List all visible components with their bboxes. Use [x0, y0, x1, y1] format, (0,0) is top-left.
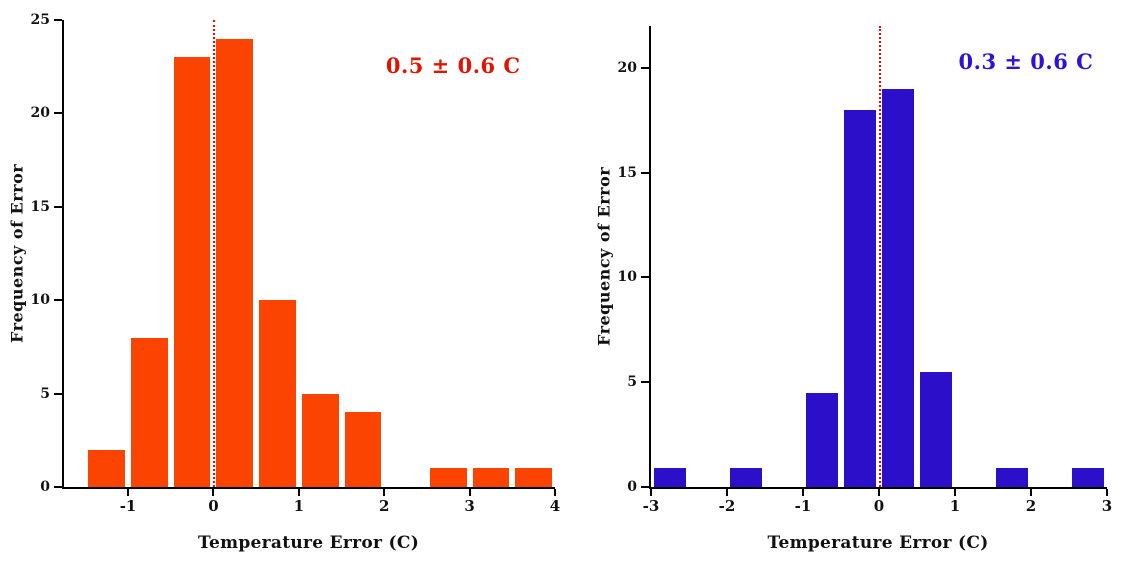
x-tick-label: 0 [208, 497, 219, 515]
x-tick [1030, 489, 1032, 496]
y-axis-label: Frequency of Error [7, 163, 27, 344]
x-axis-label: Temperature Error (C) [767, 533, 989, 553]
histogram-bar [729, 468, 763, 487]
y-tick [54, 112, 62, 115]
zero-reference-line [879, 26, 881, 487]
y-tick [641, 66, 649, 69]
histogram-bar [131, 337, 168, 487]
x-tick [127, 489, 130, 496]
histogram-bar [173, 57, 211, 487]
histogram-bar [843, 109, 877, 487]
histogram-bar [881, 88, 915, 487]
y-tick-label: 10 [30, 292, 50, 309]
x-tick [801, 489, 804, 496]
y-tick-label: 15 [30, 198, 50, 215]
y-tick [54, 205, 62, 208]
x-tick-label: 3 [464, 497, 475, 515]
y-tick [54, 299, 62, 302]
x-tick-label: -1 [794, 497, 812, 515]
plot-area: 0.5 ± 0.6 C 0 5 10 15 20 25 -1 0 1 2 3 4 [31, 13, 561, 514]
histogram-bar [429, 468, 467, 487]
histogram-bar [1071, 468, 1105, 487]
histogram-bar [995, 468, 1029, 487]
x-tick [212, 489, 215, 496]
mean-stddev-annotation: 0.3 ± 0.6 C [958, 49, 1094, 75]
x-axis-label: Temperature Error (C) [197, 533, 420, 553]
y-tick [54, 486, 62, 488]
histogram-bar [472, 468, 510, 487]
y-tick [54, 19, 62, 21]
y-tick [641, 276, 649, 279]
y-tick-label: 10 [617, 269, 637, 286]
y-tick [54, 392, 62, 395]
x-tick [468, 489, 471, 496]
y-tick [641, 381, 649, 384]
x-tick-label: 0 [873, 497, 885, 515]
x-tick-label: 3 [1101, 497, 1113, 515]
x-tick [878, 489, 880, 496]
y-tick [641, 171, 649, 174]
y-tick-label: 0 [40, 479, 50, 495]
x-tick-label: 2 [1025, 497, 1037, 515]
x-tick [383, 489, 386, 496]
zero-reference-line [213, 20, 216, 487]
x-tick-label: -3 [642, 497, 660, 515]
x-tick-label: 1 [949, 497, 961, 515]
y-axis-label: Frequency of Error [594, 166, 614, 347]
x-tick-label: 4 [549, 497, 561, 515]
y-tick-label: 20 [617, 59, 637, 76]
x-tick [650, 489, 652, 496]
y-tick-label: 5 [627, 374, 637, 391]
right-temperature-error-histogram: Frequency of Error 0.3 ± 0.6 C 0 5 10 15 20-… [573, 0, 1145, 569]
x-tick [725, 489, 728, 496]
x-tick [1106, 489, 1108, 496]
histogram-bar [919, 371, 953, 487]
histogram-bar [653, 468, 687, 487]
x-tick [554, 489, 556, 496]
y-tick-label: 20 [30, 105, 50, 122]
x-tick-label: -1 [119, 497, 137, 515]
x-tick [297, 489, 300, 496]
y-tick-label: 5 [40, 385, 50, 402]
histogram-bar [805, 392, 839, 487]
histogram-bar [515, 468, 552, 487]
histogram-bar [259, 300, 296, 487]
y-tick-label: 15 [617, 164, 637, 181]
histogram-bar [301, 393, 339, 487]
y-tick-label: 25 [30, 12, 50, 28]
plot-area: 0.3 ± 0.6 C 0 5 10 15 20 -3 -2 -1 0 1 2 3 [618, 26, 1112, 514]
histogram-bar [216, 38, 254, 487]
y-tick-label: 0 [627, 479, 637, 495]
y-tick [641, 486, 649, 488]
x-tick-label: -2 [718, 497, 736, 515]
mean-stddev-annotation: 0.5 ± 0.6 C [385, 52, 521, 78]
histogram-bar [88, 449, 126, 487]
histogram-bar [344, 412, 382, 487]
left-temperature-error-histogram: Frequency of Error 0.5 ± 0.6 C 0 5 10 15 20 2… [7, 13, 561, 553]
x-tick [953, 489, 956, 496]
x-tick-label: 1 [293, 497, 305, 515]
x-tick-label: 2 [378, 497, 390, 515]
